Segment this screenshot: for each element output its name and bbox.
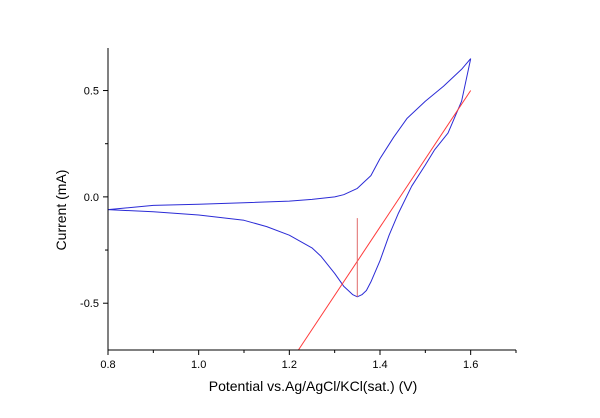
x-axis-title: Potential vs.Ag/AgCl/KCl(sat.) (V) [209, 378, 418, 394]
x-tick-label: 1.6 [463, 359, 478, 371]
y-axis-title: Current (mA) [53, 170, 69, 251]
x-tick-label: 1.2 [282, 359, 297, 371]
series-layer [107, 58, 472, 351]
series-line-1 [107, 58, 472, 298]
series-line-0 [107, 58, 472, 211]
y-tick-label: 0.0 [84, 192, 99, 204]
x-tick-label: 1.4 [372, 359, 387, 371]
y-tick-label: -0.5 [80, 298, 99, 310]
y-tick-label: 0.5 [84, 86, 99, 98]
ticks-layer: 0.8 1.0 1.2 1.4 1.6 -0.5 0.0 0.5 [80, 86, 517, 371]
axes-layer [107, 48, 516, 351]
series-line-2 [297, 90, 472, 351]
x-tick-label: 1.0 [191, 359, 206, 371]
x-tick-label: 0.8 [100, 359, 115, 371]
